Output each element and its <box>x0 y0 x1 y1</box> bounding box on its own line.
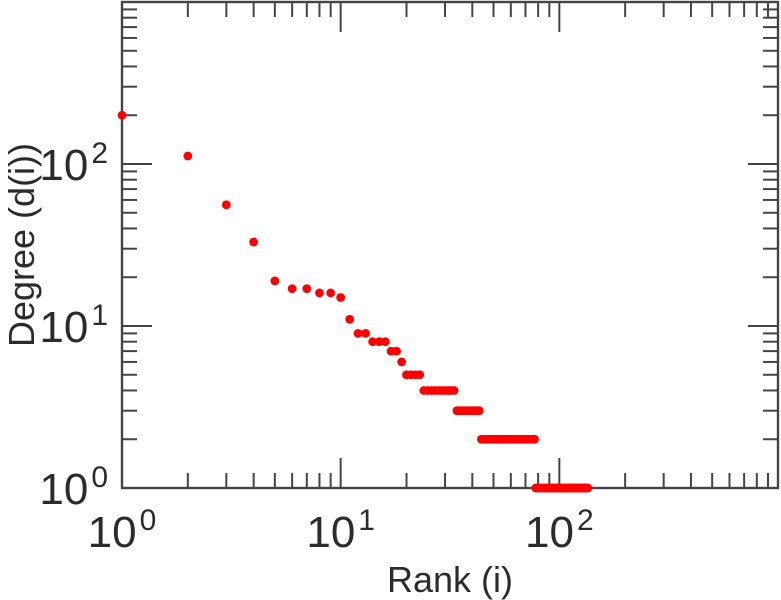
data-point <box>368 337 378 347</box>
plot-frame <box>120 0 780 490</box>
data-point <box>249 237 259 247</box>
data-point <box>270 276 280 286</box>
data-points <box>117 110 593 493</box>
data-point <box>392 346 401 356</box>
data-point <box>353 329 363 338</box>
y-tick-label: 10 2 <box>39 137 108 190</box>
data-point <box>361 329 370 338</box>
data-point <box>336 293 346 302</box>
data-point <box>287 284 297 294</box>
data-point <box>221 200 231 210</box>
data-point <box>183 151 193 161</box>
axis-ticks <box>121 1 779 489</box>
data-point <box>583 483 593 493</box>
data-point <box>302 284 312 294</box>
data-point <box>345 314 355 324</box>
y-tick-label: 10 1 <box>39 299 108 352</box>
data-point <box>315 288 324 298</box>
data-point <box>415 370 425 380</box>
data-point <box>117 110 127 120</box>
x-tick-label: 10 1 <box>306 504 375 557</box>
data-point <box>326 288 336 298</box>
axis-tick-labels: 10 0 10 1 10 2 10 0 10 1 10 2 <box>39 137 593 557</box>
data-point <box>374 337 384 347</box>
data-point <box>397 357 407 367</box>
y-axis-label: Degree (d(i)) <box>1 143 42 347</box>
x-tick-label: 10 0 <box>88 504 157 557</box>
plot-border <box>120 0 780 490</box>
data-point <box>380 337 390 347</box>
x-tick-label: 10 2 <box>525 504 594 557</box>
data-point <box>530 434 539 444</box>
y-tick-label: 10 0 <box>39 461 108 514</box>
data-point <box>474 406 484 416</box>
x-axis-label: Rank (i) <box>387 559 513 600</box>
data-point <box>449 386 459 395</box>
